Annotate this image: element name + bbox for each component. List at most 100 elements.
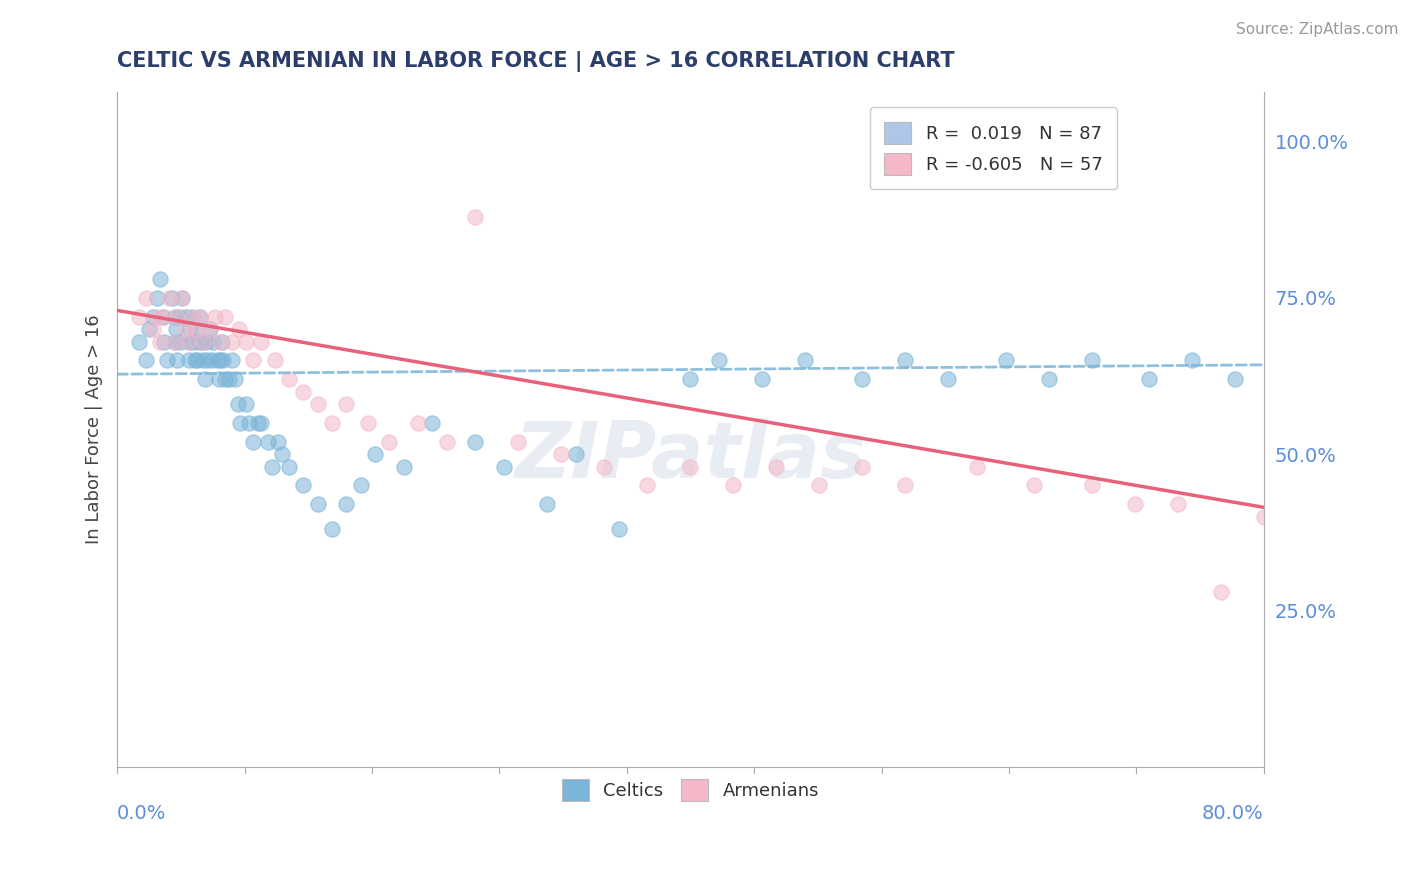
Point xyxy=(751,372,773,386)
Point xyxy=(135,353,157,368)
Point xyxy=(364,447,387,461)
Point xyxy=(464,210,486,224)
Point xyxy=(1137,372,1160,386)
Point xyxy=(209,334,232,349)
Point xyxy=(249,334,271,349)
Point xyxy=(167,310,190,324)
Point xyxy=(565,447,588,461)
Point xyxy=(177,334,200,349)
Point xyxy=(224,372,246,386)
Point xyxy=(152,310,174,324)
Point xyxy=(238,416,260,430)
Point xyxy=(209,353,232,368)
Point xyxy=(174,322,197,336)
Point xyxy=(292,478,315,492)
Point xyxy=(170,291,193,305)
Point xyxy=(765,459,787,474)
Point xyxy=(177,353,200,368)
Point xyxy=(174,310,197,324)
Point xyxy=(436,434,458,449)
Point xyxy=(271,447,294,461)
Point xyxy=(494,459,516,474)
Point xyxy=(229,416,252,430)
Point xyxy=(536,497,558,511)
Point xyxy=(169,334,191,349)
Point xyxy=(138,322,160,336)
Point xyxy=(1038,372,1060,386)
Point xyxy=(212,353,235,368)
Point xyxy=(146,291,169,305)
Point xyxy=(160,291,183,305)
Point xyxy=(508,434,530,449)
Point xyxy=(166,353,188,368)
Point xyxy=(707,353,730,368)
Point xyxy=(218,372,240,386)
Point xyxy=(1123,497,1146,511)
Point xyxy=(894,478,917,492)
Text: 0.0%: 0.0% xyxy=(117,804,166,822)
Point xyxy=(128,310,150,324)
Point xyxy=(163,334,186,349)
Point xyxy=(321,416,343,430)
Point xyxy=(153,310,176,324)
Point xyxy=(938,372,960,386)
Point xyxy=(142,322,165,336)
Point xyxy=(228,322,250,336)
Point xyxy=(321,522,343,536)
Point xyxy=(278,372,301,386)
Point xyxy=(163,310,186,324)
Point xyxy=(636,478,658,492)
Point xyxy=(214,372,236,386)
Point xyxy=(156,353,179,368)
Point xyxy=(184,322,207,336)
Point xyxy=(179,322,201,336)
Point xyxy=(153,334,176,349)
Point xyxy=(851,372,873,386)
Point xyxy=(1080,478,1102,492)
Point xyxy=(1353,672,1375,686)
Point xyxy=(149,334,172,349)
Point xyxy=(190,334,212,349)
Point xyxy=(187,334,209,349)
Text: Source: ZipAtlas.com: Source: ZipAtlas.com xyxy=(1236,22,1399,37)
Y-axis label: In Labor Force | Age > 16: In Labor Force | Age > 16 xyxy=(86,314,103,544)
Point xyxy=(242,353,264,368)
Point xyxy=(307,397,329,411)
Point xyxy=(894,353,917,368)
Point xyxy=(235,397,257,411)
Point xyxy=(723,478,745,492)
Point xyxy=(357,416,380,430)
Point xyxy=(207,353,229,368)
Point xyxy=(177,334,200,349)
Point xyxy=(1080,353,1102,368)
Point xyxy=(607,522,630,536)
Point xyxy=(1167,497,1189,511)
Point xyxy=(292,384,315,399)
Point xyxy=(1281,659,1303,673)
Point xyxy=(193,334,215,349)
Point xyxy=(200,322,222,336)
Text: CELTIC VS ARMENIAN IN LABOR FORCE | AGE > 16 CORRELATION CHART: CELTIC VS ARMENIAN IN LABOR FORCE | AGE … xyxy=(117,51,955,71)
Point xyxy=(307,497,329,511)
Point xyxy=(235,334,257,349)
Point xyxy=(335,397,357,411)
Point xyxy=(679,459,702,474)
Point xyxy=(195,334,218,349)
Point xyxy=(679,372,702,386)
Point xyxy=(180,310,202,324)
Point xyxy=(165,322,187,336)
Point xyxy=(135,291,157,305)
Point xyxy=(350,478,373,492)
Point xyxy=(378,434,401,449)
Point xyxy=(550,447,572,461)
Point xyxy=(188,310,211,324)
Point xyxy=(183,353,205,368)
Point xyxy=(181,334,204,349)
Point xyxy=(221,353,243,368)
Point xyxy=(163,334,186,349)
Point xyxy=(200,322,222,336)
Point xyxy=(464,434,486,449)
Point xyxy=(256,434,278,449)
Point xyxy=(1181,353,1204,368)
Point xyxy=(263,353,285,368)
